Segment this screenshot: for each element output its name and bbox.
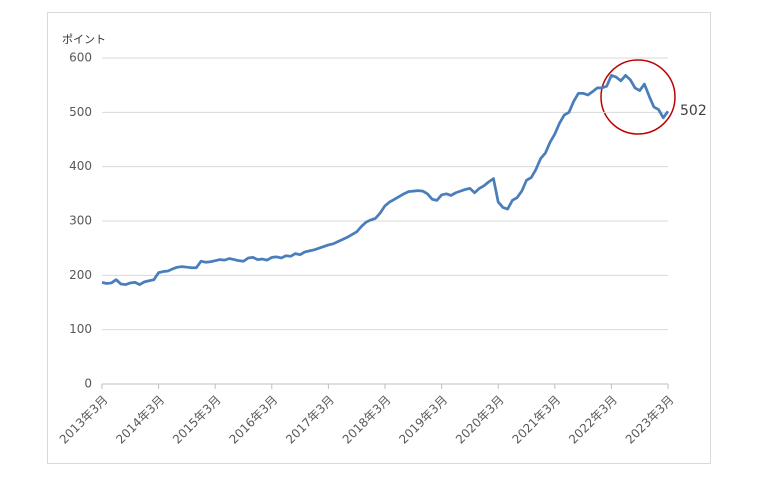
y-tick-label: 300 (69, 214, 92, 228)
x-tick-label: 2021年3月 (510, 393, 564, 447)
y-tick-label: 500 (69, 105, 92, 119)
chart-frame (47, 12, 711, 464)
x-tick-label: 2013年3月 (57, 393, 111, 447)
y-tick-label: 400 (69, 159, 92, 173)
x-tick-label: 2015年3月 (170, 393, 224, 447)
y-axis-label: ポイント (62, 33, 106, 46)
x-tick-label: 2023年3月 (623, 393, 677, 447)
highlight-circle (600, 59, 676, 135)
x-tick-label: 2017年3月 (283, 393, 337, 447)
y-tick-label: 600 (69, 51, 92, 65)
x-tick-label: 2016年3月 (227, 393, 281, 447)
x-tick-label: 2014年3月 (113, 393, 167, 447)
x-tick-label: 2018年3月 (340, 393, 394, 447)
y-tick-label: 200 (69, 268, 92, 282)
y-tick-label: 0 (84, 377, 92, 391)
line (101, 74, 670, 286)
x-tick-label: 2022年3月 (566, 393, 620, 447)
data-label: 502 (680, 103, 707, 119)
y-tick-label: 100 (69, 322, 92, 336)
x-tick-label: 2020年3月 (453, 393, 507, 447)
x-tick-label: 2019年3月 (396, 393, 450, 447)
